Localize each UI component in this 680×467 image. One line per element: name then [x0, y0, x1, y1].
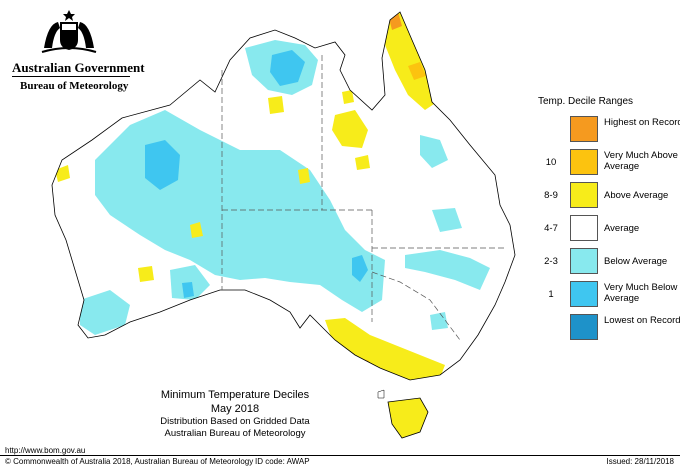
legend-label: Above Average: [604, 190, 669, 201]
legend-swatch: [570, 149, 598, 175]
legend-swatch: [570, 116, 598, 142]
legend-label: Lowest on Record: [604, 315, 680, 326]
legend-label: Very Much Below Average: [604, 282, 678, 304]
legend-label: Highest on Record: [604, 117, 680, 128]
state-borders: [221, 55, 505, 341]
legend-label: Below Average: [604, 256, 668, 267]
footer: © Commonwealth of Australia 2018, Austra…: [0, 457, 680, 467]
legend-code: 2-3: [544, 256, 558, 267]
government-title: Australian Government: [12, 60, 145, 75]
header-divider: [12, 76, 130, 77]
footer-divider: [0, 455, 680, 456]
legend-title: Temp. Decile Ranges: [538, 96, 634, 107]
legend-code: 8-9: [544, 190, 558, 201]
map-period: May 2018: [210, 403, 260, 415]
legend-label: Average: [604, 223, 640, 234]
bureau-title: Bureau of Meteorology: [20, 80, 129, 92]
id-code: ID code: AWAP: [255, 457, 310, 466]
legend-swatch: [570, 314, 598, 340]
legend-swatch: [570, 182, 598, 208]
map-method: Distribution Based on Gridded Data: [160, 416, 310, 427]
legend-code: 10: [545, 157, 557, 168]
map-title: Minimum Temperature Deciles: [160, 389, 310, 401]
map-source: Australian Bureau of Meteorology: [164, 428, 306, 439]
legend-swatch: [570, 281, 598, 307]
legend-code: 1: [548, 289, 554, 300]
issued-date: Issued: 28/11/2018: [606, 457, 674, 466]
map-title-block: Minimum Temperature Deciles May 2018 Dis…: [120, 388, 350, 440]
legend-label: Very Much Above Average: [604, 150, 678, 172]
decile-shading: [55, 12, 490, 380]
tasmania: [377, 389, 429, 439]
legend-swatch: [570, 248, 598, 274]
legend-code: 4-7: [544, 223, 558, 234]
copyright: © Commonwealth of Australia 2018, Austra…: [5, 457, 254, 466]
legend-swatch: [570, 215, 598, 241]
source-url[interactable]: http://www.bom.gov.au: [5, 446, 86, 455]
coat-of-arms-icon: [41, 10, 97, 53]
